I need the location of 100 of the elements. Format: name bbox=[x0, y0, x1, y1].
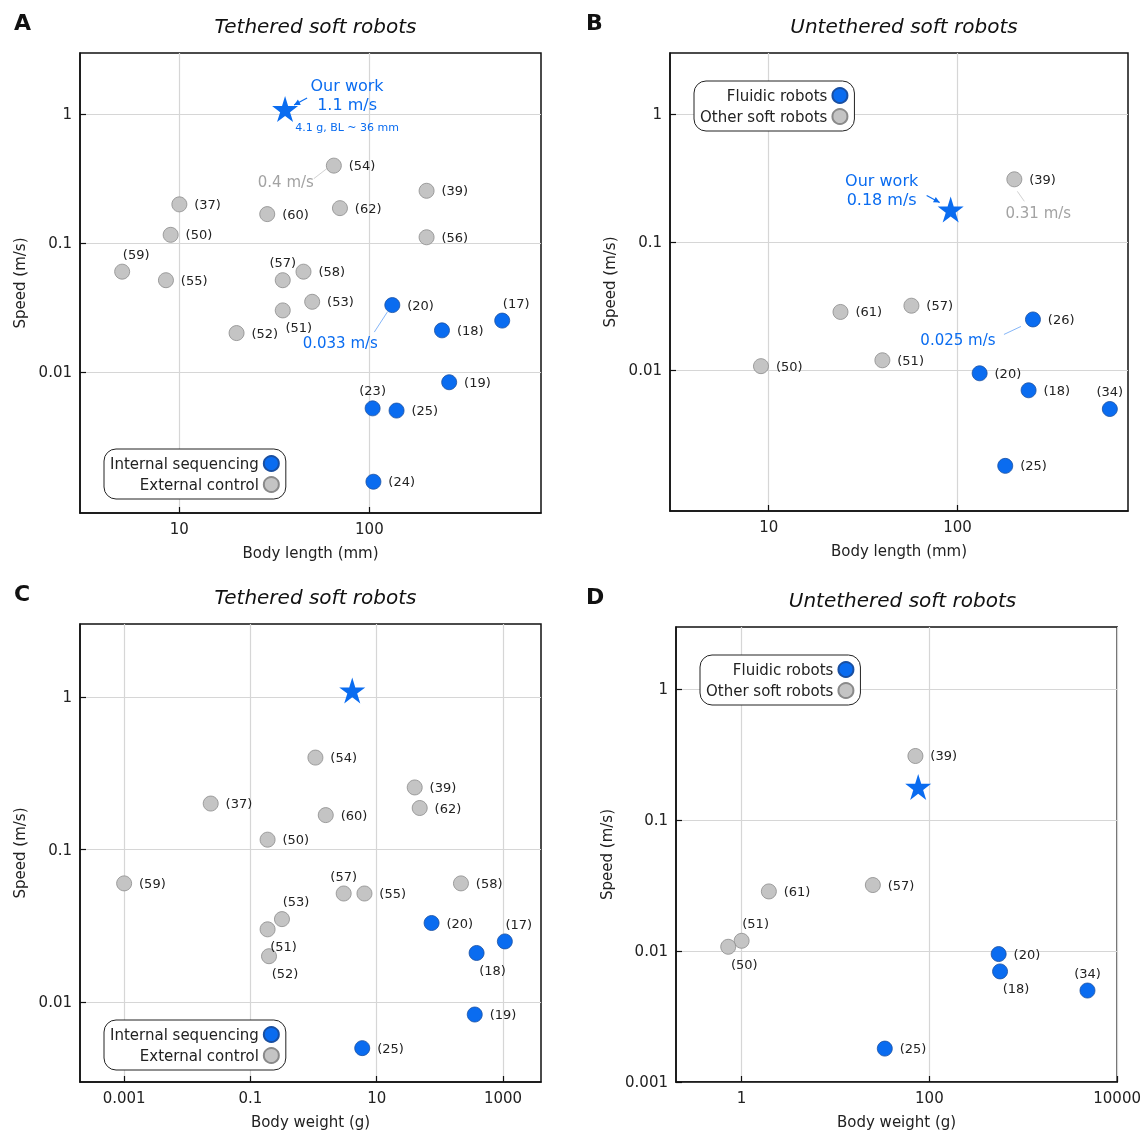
legend-label: External control bbox=[139, 475, 259, 494]
annotation: (24) bbox=[388, 474, 415, 490]
annotation: (37) bbox=[225, 796, 253, 812]
y-tick-label: 0.1 bbox=[48, 840, 72, 859]
annotation: (20) bbox=[1013, 946, 1041, 962]
annotation: (57) bbox=[269, 255, 297, 271]
chart-title: Tethered soft robots bbox=[214, 585, 417, 609]
y-tick-label: 0.1 bbox=[638, 233, 662, 252]
annotation: (58) bbox=[318, 264, 346, 280]
legend-label: Internal sequencing bbox=[110, 1025, 259, 1044]
annotation: 0.033 m/s bbox=[302, 334, 379, 353]
annotation: 0.31 m/s bbox=[1005, 204, 1072, 223]
y-tick-label: 1 bbox=[658, 680, 668, 699]
annotation: (25) bbox=[411, 403, 439, 419]
legend-label: Other soft robots bbox=[699, 107, 828, 126]
x-tick-label: 10 bbox=[169, 519, 189, 538]
y-tick-label: 0.01 bbox=[38, 993, 72, 1012]
y-axis-title: Speed (m/s) bbox=[11, 807, 30, 899]
annotation: (19) bbox=[464, 374, 491, 390]
annotation: (52) bbox=[271, 966, 299, 982]
y-axis-title: Speed (m/s) bbox=[597, 809, 616, 900]
x-tick-label: 10000 bbox=[1093, 1088, 1141, 1107]
annotation: (50) bbox=[185, 227, 213, 243]
legend-label: Fluidic robots bbox=[726, 86, 828, 105]
annotation: (18) bbox=[1002, 981, 1030, 997]
y-tick-label: 0.01 bbox=[634, 942, 668, 961]
x-tick-label: 0.1 bbox=[238, 1088, 263, 1107]
annotation: (51) bbox=[742, 915, 769, 931]
annotation: (39) bbox=[429, 779, 457, 795]
y-tick-label: 0.01 bbox=[38, 362, 72, 381]
y-tick-label: 1 bbox=[652, 105, 662, 124]
annotation: (53) bbox=[282, 894, 310, 910]
annotation: (51) bbox=[897, 352, 924, 368]
y-tick-label: 0.1 bbox=[48, 234, 72, 253]
x-tick-label: 0.001 bbox=[102, 1088, 146, 1107]
chart-title: Tethered soft robots bbox=[214, 14, 417, 38]
x-tick-label: 10 bbox=[759, 517, 779, 536]
annotation: (37) bbox=[194, 196, 221, 212]
legend-label: Other soft robots bbox=[705, 681, 834, 700]
annotation: Our work 0.18 m/s bbox=[845, 170, 919, 209]
annotation: 4.1 g, BL ~ 36 mm bbox=[295, 120, 399, 134]
annotation: Our work 1.1 m/s bbox=[310, 76, 385, 115]
annotation: (17) bbox=[502, 295, 530, 311]
annotation: (51) bbox=[285, 320, 313, 336]
annotation: (25) bbox=[899, 1041, 927, 1057]
annotation: (57) bbox=[330, 868, 358, 884]
annotation: (52) bbox=[251, 325, 279, 341]
annotation: (62) bbox=[354, 200, 382, 216]
annotation: (34) bbox=[1074, 965, 1101, 981]
annotation: (39) bbox=[441, 183, 469, 199]
annotation: (59) bbox=[139, 875, 166, 891]
annotation: (26) bbox=[1047, 311, 1075, 327]
legend-label: External control bbox=[139, 1046, 259, 1065]
annotation: 0.025 m/s bbox=[920, 331, 996, 350]
y-tick-label: 0.001 bbox=[625, 1073, 668, 1091]
annotation: (57) bbox=[926, 298, 953, 314]
text: B bbox=[586, 9, 603, 35]
annotation: (18) bbox=[1043, 382, 1071, 398]
annotation: (50) bbox=[282, 832, 310, 848]
chart-title: Untethered soft robots bbox=[790, 14, 1018, 38]
annotation: (56) bbox=[441, 229, 469, 245]
annotation: (23) bbox=[359, 383, 386, 399]
annotation: (19) bbox=[489, 1007, 517, 1023]
annotation: (54) bbox=[330, 750, 357, 766]
annotation: (25) bbox=[1020, 458, 1047, 474]
chart-title: Untethered soft robots bbox=[788, 588, 1017, 612]
x-axis-title: Body length (mm) bbox=[242, 543, 379, 562]
annotation: (54) bbox=[348, 158, 376, 174]
x-axis-title: Body weight (g) bbox=[836, 1112, 957, 1131]
annotation: (20) bbox=[407, 297, 434, 313]
y-axis-title: Speed (m/s) bbox=[11, 237, 30, 329]
annotation: (20) bbox=[994, 365, 1022, 381]
y-axis-title: Speed (m/s) bbox=[601, 236, 620, 328]
annotation: (17) bbox=[505, 916, 533, 932]
x-tick-label: 1000 bbox=[483, 1088, 523, 1107]
annotation: (61) bbox=[855, 304, 883, 320]
annotation: (61) bbox=[783, 883, 811, 899]
annotation: (53) bbox=[327, 294, 354, 310]
annotation: (39) bbox=[930, 748, 957, 764]
x-tick-label: 100 bbox=[943, 517, 972, 536]
legend-label: Internal sequencing bbox=[110, 454, 259, 473]
x-tick-label: 10 bbox=[367, 1088, 387, 1107]
annotation: (39) bbox=[1029, 171, 1056, 187]
x-tick-label: 100 bbox=[915, 1088, 944, 1107]
x-tick-label: 100 bbox=[355, 519, 384, 538]
annotation: (55) bbox=[379, 886, 407, 901]
annotation: (62) bbox=[434, 800, 462, 816]
x-axis-title: Body weight (g) bbox=[250, 1112, 371, 1131]
annotation: (57) bbox=[887, 877, 915, 893]
annotation: (60) bbox=[340, 807, 368, 823]
annotation: (55) bbox=[180, 272, 208, 288]
annotation: (18) bbox=[456, 322, 484, 338]
y-tick-label: 0.1 bbox=[644, 811, 668, 830]
annotation: (51) bbox=[270, 939, 297, 955]
legend-label: Fluidic robots bbox=[732, 660, 834, 679]
y-tick-label: 0.01 bbox=[628, 361, 662, 380]
annotation: (34) bbox=[1096, 384, 1124, 400]
annotation: (20) bbox=[446, 915, 474, 931]
y-tick-label: 1 bbox=[62, 105, 72, 124]
annotation: (60) bbox=[282, 206, 309, 222]
